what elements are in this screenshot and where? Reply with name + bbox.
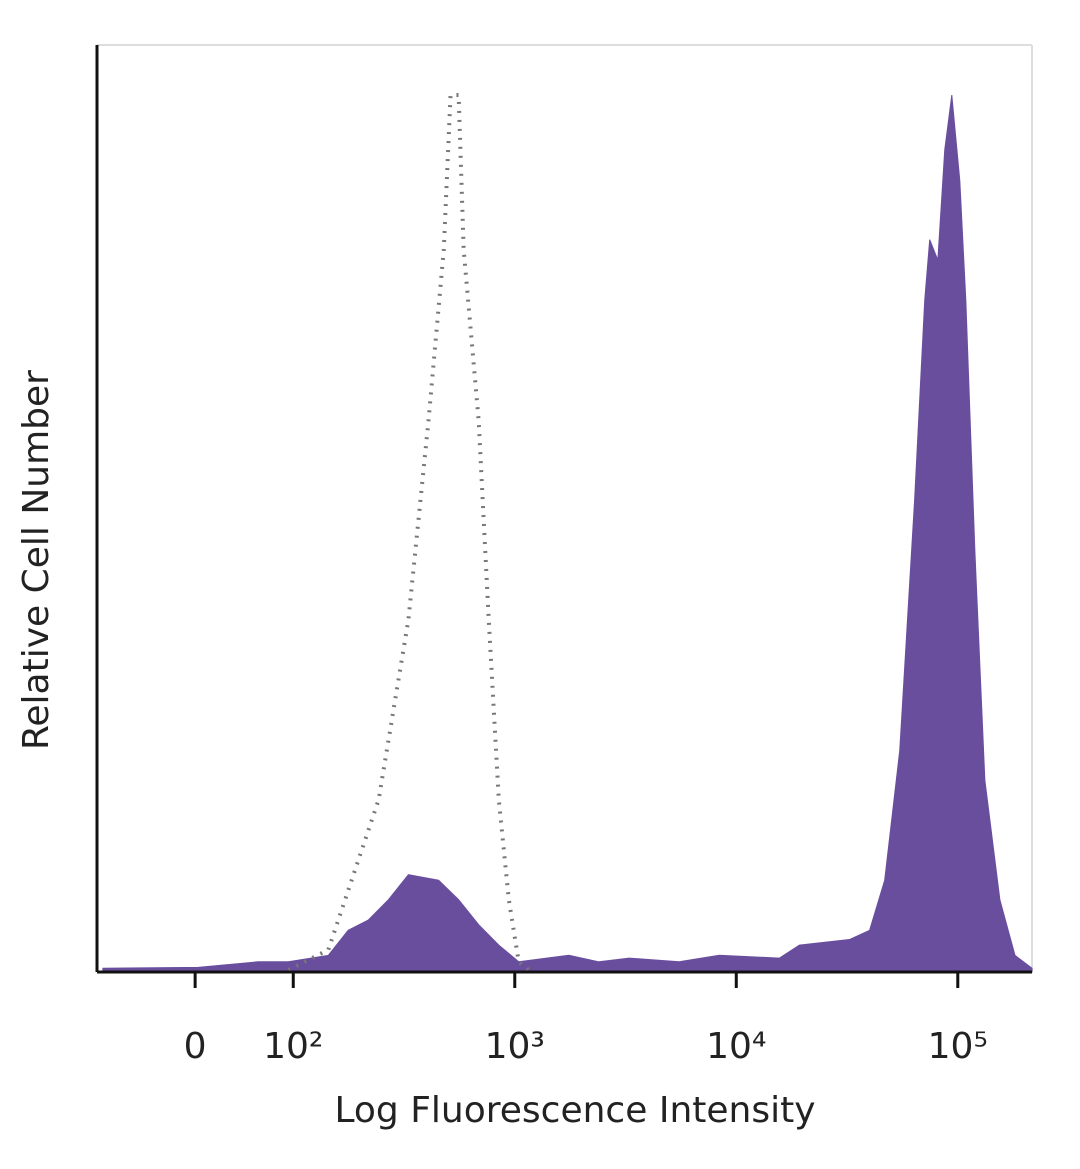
x-tick-label: 10³ xyxy=(485,1026,545,1067)
filled-histogram xyxy=(102,94,1033,973)
x-tick-label: 10⁵ xyxy=(928,1026,988,1067)
x-tick-label: 10² xyxy=(263,1026,323,1067)
x-axis-label: Log Fluorescence Intensity xyxy=(334,1090,815,1131)
control-histogram xyxy=(287,93,530,972)
y-axis-label: Relative Cell Number xyxy=(16,370,57,750)
x-tick-label: 10⁴ xyxy=(706,1026,766,1067)
x-tick-label: 0 xyxy=(184,1026,207,1067)
